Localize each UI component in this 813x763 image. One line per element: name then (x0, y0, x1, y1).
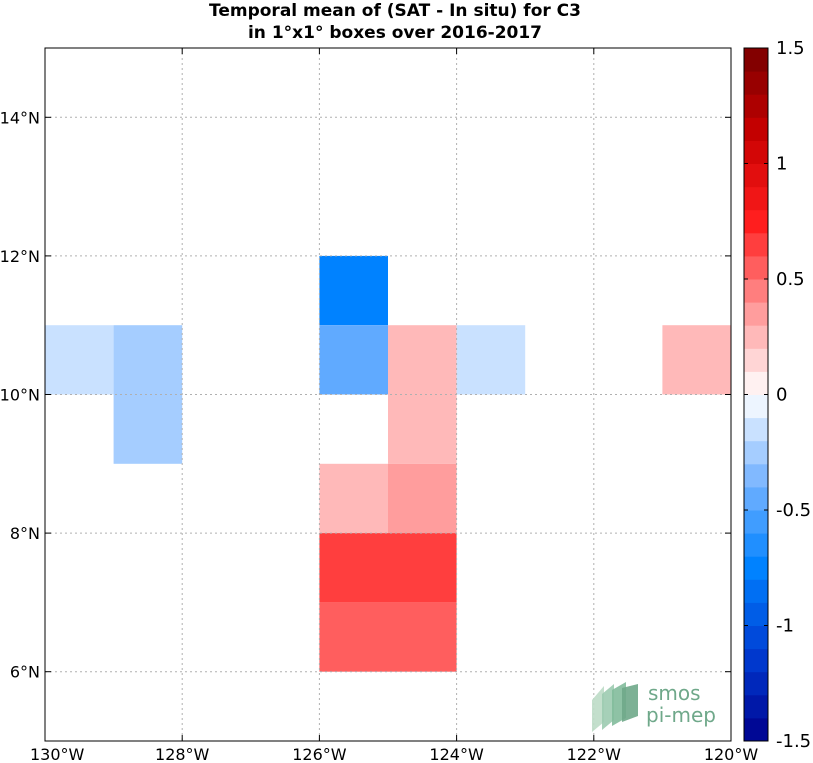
x-tick-label: 124°W (429, 745, 484, 763)
colorbar-segment (744, 94, 768, 118)
colorbar-segment (744, 348, 768, 372)
heatmap-cell (319, 533, 388, 603)
colorbar-segment (744, 48, 768, 72)
colorbar-segment (744, 279, 768, 303)
colorbar-segment (744, 394, 768, 419)
y-tick-label: 14°N (0, 108, 40, 127)
colorbar-tick-label: -1.5 (776, 731, 811, 752)
x-tick-label: 120°W (704, 745, 759, 763)
chart-title-line-2: in 1°x1° boxes over 2016-2017 (248, 23, 542, 43)
x-tick-label: 122°W (567, 745, 622, 763)
colorbar-tick-label: 1.5 (776, 38, 805, 59)
y-tick-label: 6°N (10, 663, 40, 682)
colorbar-tick-label: 0.5 (776, 269, 805, 290)
colorbar-segment (744, 556, 768, 580)
x-tick-label: 128°W (155, 745, 210, 763)
colorbar-tick-label: -1 (776, 616, 794, 637)
smos-pi-mep-logo: smos pi-mep (592, 681, 716, 732)
colorbar-tick-label: 1 (776, 154, 787, 175)
heatmap-cell (388, 325, 457, 395)
grid-lines (44, 48, 732, 741)
colorbar-segment (744, 602, 768, 626)
chart-title-line-1: Temporal mean of (SAT - In situ) for C3 (209, 1, 581, 21)
colorbar-segment (744, 417, 768, 442)
colorbar-segment (744, 694, 768, 719)
colorbar-segment (744, 717, 768, 742)
heatmap-cell (319, 255, 388, 326)
heatmap-cell (388, 602, 457, 672)
x-tick-labels: 130°W 128°W 126°W 124°W 122°W 120°W (30, 745, 758, 763)
colorbar-ticks (744, 47, 768, 742)
y-tick-label: 12°N (0, 247, 40, 266)
colorbar-segment (744, 302, 768, 326)
colorbar-segment (744, 325, 768, 349)
colorbar-tick-label: 0 (776, 385, 787, 406)
heatmap-cells (45, 255, 731, 672)
heatmap-cell (388, 394, 457, 464)
colorbar-segment (744, 486, 768, 511)
y-tick-labels: 6°N 8°N 10°N 12°N 14°N (0, 108, 40, 681)
colorbar-segment (744, 140, 768, 164)
x-tick-label: 126°W (292, 745, 347, 763)
heatmap-cell (388, 463, 457, 534)
heatmap-cell (662, 325, 731, 395)
colorbar-segment (744, 533, 768, 557)
heatmap-cell (319, 602, 388, 672)
colorbar-segment (744, 671, 768, 696)
colorbar-segment (744, 117, 768, 141)
colorbar-segment (744, 440, 768, 465)
colorbar-segment (744, 579, 768, 603)
colorbar-tick-label: -0.5 (776, 500, 811, 521)
heatmap-cell (388, 533, 457, 603)
colorbar-segment (744, 648, 768, 673)
colorbar-segment (744, 510, 768, 534)
axis-ticks (44, 48, 732, 741)
colorbar-segment (744, 71, 768, 95)
heatmap-cell (319, 463, 388, 534)
logo-wave-icon (592, 682, 638, 732)
colorbar-segment (744, 232, 768, 257)
y-tick-label: 10°N (0, 386, 40, 405)
colorbar-segment (744, 371, 768, 395)
colorbar-tick-labels: 1.5 1 0.5 0 -0.5 -1 -1.5 (776, 38, 811, 752)
colorbar (744, 48, 768, 742)
colorbar-segment (744, 255, 768, 280)
y-tick-label: 8°N (10, 524, 40, 543)
colorbar-segment (744, 186, 768, 211)
colorbar-segment (744, 625, 768, 650)
logo-text-line-1: smos (648, 681, 701, 705)
heatmap-cell (45, 325, 114, 395)
heatmap-cell (319, 325, 388, 395)
colorbar-segment (744, 163, 768, 188)
x-tick-label: 130°W (30, 745, 85, 763)
colorbar-segment (744, 209, 768, 234)
heatmap-cell (456, 325, 526, 395)
colorbar-segment (744, 463, 768, 488)
logo-text-line-2: pi-mep (646, 703, 716, 727)
heatmap-cell (113, 394, 183, 464)
heatmap-cell (113, 325, 183, 395)
